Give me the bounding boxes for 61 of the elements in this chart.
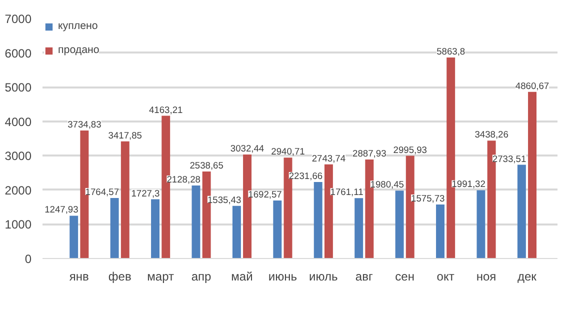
data-label: 1575,73 — [411, 193, 445, 204]
data-label: 2231,66 — [288, 170, 323, 181]
x-tick-label: июнь — [268, 270, 297, 284]
x-tick-label: сен — [395, 270, 414, 284]
bar — [476, 190, 486, 258]
bar — [528, 92, 536, 258]
x-tick-label: июль — [309, 270, 338, 284]
y-tick-label: 1000 — [4, 218, 32, 232]
bar — [70, 216, 78, 258]
y-tick-label: 3000 — [4, 149, 32, 164]
data-label: 1692,57 — [248, 189, 282, 200]
x-tick-label: апр — [191, 270, 212, 284]
x-tick-label: дек — [518, 270, 538, 284]
legend-label: куплено — [58, 20, 98, 32]
y-tick-label: 0 — [24, 252, 32, 266]
data-label: 3438,26 — [474, 130, 508, 140]
y-tick-label: 2000 — [4, 183, 32, 198]
x-tick-label: фев — [108, 270, 132, 284]
bar — [192, 186, 200, 258]
data-label: 2538,65 — [190, 160, 224, 170]
x-tick-label: май — [231, 270, 253, 284]
data-label: 2743,74 — [312, 153, 346, 164]
data-label: 1991,32 — [452, 179, 486, 190]
bar — [232, 206, 241, 258]
bar — [517, 164, 526, 258]
x-tick-label: март — [147, 270, 174, 284]
bar — [436, 204, 444, 258]
bar — [110, 198, 119, 258]
x-tick-label: янв — [69, 270, 89, 284]
bar — [395, 190, 404, 258]
y-tick-label: 5000 — [4, 80, 32, 95]
data-label: 2940,71 — [271, 146, 305, 157]
y-tick-label: 4000 — [4, 114, 32, 129]
x-tick-label: авг — [355, 270, 374, 284]
data-label: 2733,51 — [492, 154, 526, 164]
x-tick-label: ноя — [476, 270, 496, 284]
data-label: 5863,8 — [436, 46, 466, 56]
data-label: 3032,44 — [230, 144, 264, 154]
data-label: 1727,3 — [131, 188, 160, 198]
bar — [354, 198, 364, 258]
data-label: 2128,28 — [166, 174, 200, 185]
y-tick-label: 6000 — [4, 46, 32, 60]
legend-label: продано — [58, 44, 100, 56]
y-tick-label: 7000 — [4, 12, 32, 26]
bar — [324, 164, 333, 258]
data-label: 3734,83 — [68, 119, 102, 130]
data-label: 1535,43 — [207, 194, 242, 205]
data-label: 4163,21 — [148, 104, 183, 115]
data-label: 4860,67 — [515, 80, 550, 91]
bar — [151, 199, 160, 258]
x-tick-label: окт — [436, 270, 455, 284]
data-label: 2995,93 — [393, 144, 427, 155]
data-label: 2887,93 — [352, 148, 386, 158]
bar — [273, 200, 282, 258]
data-label: 1247,93 — [44, 204, 78, 215]
bar — [120, 141, 130, 258]
data-label: 1764,57 — [85, 187, 120, 197]
data-label: 1761,11 — [330, 187, 364, 198]
data-label: 3417,85 — [108, 130, 142, 140]
data-label: 1980,45 — [370, 180, 404, 190]
bar — [314, 182, 322, 258]
